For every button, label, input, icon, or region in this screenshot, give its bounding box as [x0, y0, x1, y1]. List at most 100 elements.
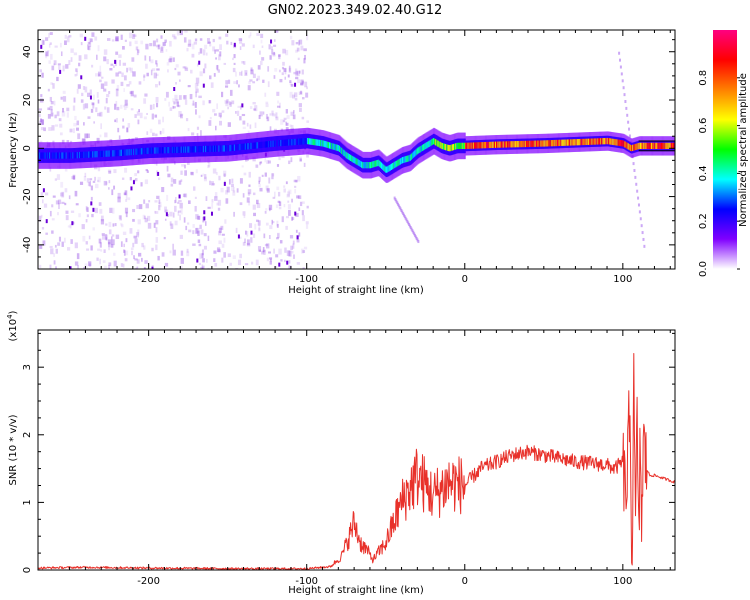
noise-speckle — [266, 160, 270, 164]
aliased-streak-dot — [640, 224, 643, 228]
noise-speckle — [49, 32, 53, 36]
noise-speckle-strong — [59, 69, 62, 74]
noise-speckle — [117, 196, 121, 203]
noise-speckle — [180, 208, 183, 215]
noise-speckle — [146, 112, 148, 116]
noise-speckle — [88, 38, 93, 42]
noise-speckle — [138, 252, 142, 257]
ridge-core — [455, 143, 458, 150]
noise-speckle — [296, 239, 300, 243]
ridge-core — [156, 147, 159, 154]
ridge-core — [185, 146, 188, 153]
ridge-core — [102, 150, 105, 158]
noise-speckle — [70, 57, 73, 62]
noise-speckle — [248, 171, 251, 178]
noise-speckle — [66, 140, 70, 143]
noise-speckle — [257, 246, 262, 252]
ridge-core — [569, 139, 572, 146]
noise-speckle — [253, 212, 256, 217]
noise-speckle — [42, 40, 45, 45]
ridge-core — [493, 141, 496, 148]
noise-speckle — [258, 176, 261, 182]
noise-speckle — [284, 247, 287, 253]
noise-speckle — [49, 42, 52, 45]
noise-speckle — [145, 169, 148, 172]
noise-speckle — [137, 219, 141, 225]
ridge-core — [393, 162, 396, 169]
noise-speckle — [291, 217, 295, 221]
noise-speckle — [175, 99, 179, 104]
ridge-core — [282, 139, 285, 147]
noise-speckle — [265, 208, 268, 211]
noise-speckle — [64, 202, 67, 206]
ridge-core — [337, 145, 340, 152]
noise-speckle — [115, 90, 119, 97]
noise-speckle — [253, 233, 256, 238]
noise-speckle — [289, 124, 292, 127]
noise-speckle — [218, 36, 222, 40]
noise-speckle — [245, 230, 247, 235]
ridge-core — [39, 152, 42, 159]
ridge-core — [511, 141, 514, 148]
noise-speckle — [95, 73, 99, 77]
noise-speckle — [221, 257, 224, 263]
noise-speckle — [100, 249, 103, 252]
noise-speckle — [166, 194, 169, 201]
noise-speckle — [243, 215, 246, 219]
ridge-core — [352, 156, 355, 163]
ridge-core — [278, 140, 281, 147]
noise-speckle — [244, 263, 249, 266]
noise-speckle — [152, 132, 155, 137]
aliased-streak-dot — [408, 224, 411, 228]
noise-speckle — [252, 192, 256, 196]
noise-speckle — [278, 54, 281, 57]
noise-speckle — [82, 235, 86, 242]
ridge-core — [667, 142, 670, 150]
ridge-core — [425, 142, 428, 150]
noise-speckle — [54, 45, 58, 48]
ridge-core — [345, 151, 348, 159]
noise-speckle — [171, 34, 176, 38]
noise-speckle — [207, 206, 211, 209]
noise-speckle — [269, 55, 272, 60]
noise-speckle — [209, 116, 212, 120]
noise-speckle — [71, 176, 74, 180]
ridge-core — [454, 143, 457, 150]
noise-speckle — [239, 202, 243, 206]
noise-speckle — [196, 133, 199, 137]
noise-speckle — [212, 38, 215, 43]
noise-speckle — [155, 44, 159, 48]
ridge-core — [88, 151, 91, 158]
ridge-core — [229, 144, 232, 152]
noise-speckle — [196, 83, 199, 86]
noise-speckle — [59, 118, 62, 122]
ridge-core — [377, 159, 380, 166]
ridge-core — [457, 142, 460, 150]
ridge-core — [489, 141, 492, 149]
ridge-core — [212, 145, 215, 152]
ridge-core — [289, 139, 292, 146]
noise-speckle — [149, 128, 153, 133]
noise-speckle — [51, 204, 54, 208]
noise-speckle — [203, 176, 208, 182]
noise-speckle — [287, 200, 290, 203]
ridge-core — [406, 155, 409, 163]
ridge-core — [75, 152, 78, 159]
noise-speckle — [216, 103, 218, 110]
noise-speckle — [72, 174, 76, 180]
noise-speckle — [190, 69, 193, 74]
noise-speckle — [225, 85, 229, 88]
noise-speckle — [76, 253, 80, 260]
noise-speckle — [113, 252, 116, 256]
ridge-core — [541, 140, 544, 147]
noise-speckle — [140, 40, 144, 45]
noise-speckle — [274, 68, 278, 72]
ridge-core — [643, 142, 646, 150]
noise-speckle — [104, 265, 107, 269]
ridge-core — [660, 142, 663, 150]
noise-speckle — [233, 62, 236, 65]
noise-speckle — [253, 108, 256, 111]
noise-speckle — [106, 59, 109, 65]
ridge-core — [400, 157, 403, 164]
